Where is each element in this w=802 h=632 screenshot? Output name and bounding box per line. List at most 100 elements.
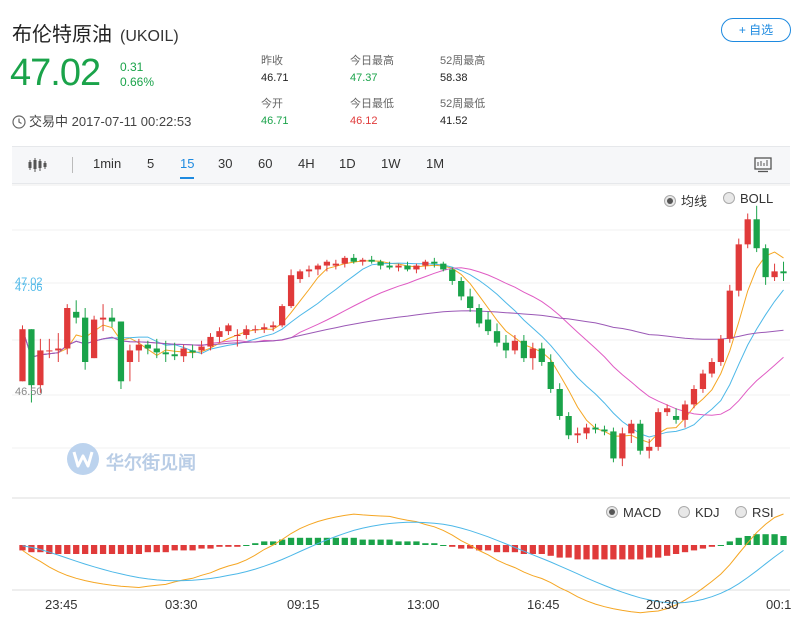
macd-bar — [502, 545, 510, 553]
macd-bar — [753, 534, 760, 545]
x-tick-label: 00:1 — [766, 597, 792, 612]
candle-body — [502, 342, 510, 351]
candle-body — [28, 329, 35, 386]
macd-bar — [90, 545, 98, 554]
candle-body — [117, 321, 125, 382]
macd-bar — [574, 545, 581, 560]
x-tick-label: 09:15 — [287, 597, 320, 612]
candle-body — [753, 219, 760, 249]
macd-bar — [395, 541, 402, 545]
macd-bar — [610, 545, 617, 560]
macd-bar — [672, 545, 680, 554]
overlay-ma-label: 均线 — [681, 194, 708, 209]
candle-body — [153, 348, 160, 353]
indicator-macd-option[interactable]: MACD — [606, 505, 661, 520]
macd-bar — [368, 539, 375, 545]
candle-body — [467, 296, 474, 308]
macd-bar — [234, 545, 241, 547]
candlestick-icon[interactable] — [28, 157, 48, 173]
indicator-kdj-option[interactable]: KDJ — [678, 505, 720, 520]
candle-body — [234, 335, 241, 336]
macd-bar — [189, 545, 196, 551]
macd-bar — [413, 541, 420, 545]
stat-label: 今开 — [261, 98, 283, 110]
candle-body — [413, 265, 420, 270]
last-price: 47.02 — [10, 52, 101, 94]
candle-body — [171, 354, 178, 357]
candle-body — [341, 257, 348, 264]
timeframe-60[interactable]: 60 — [258, 156, 273, 171]
candle-body — [646, 446, 653, 451]
stat-value: 46.71 — [261, 115, 289, 127]
macd-bar — [243, 545, 250, 546]
x-tick-label: 03:30 — [165, 597, 198, 612]
macd-bar — [547, 545, 554, 556]
macd-bar — [99, 545, 107, 554]
macd-bar — [520, 545, 528, 554]
candle-body — [735, 244, 742, 291]
overlay-boll-option[interactable]: BOLL — [723, 191, 773, 206]
candle-body — [583, 427, 590, 434]
macd-bar — [46, 545, 53, 554]
indicator-rsi-option[interactable]: RSI — [735, 505, 774, 520]
timeframe-1min[interactable]: 1min — [93, 156, 122, 171]
timeframe-4h[interactable]: 4H — [298, 156, 315, 171]
candle-body — [46, 350, 53, 352]
stat-label: 昨收 — [261, 55, 283, 67]
candle-body — [314, 265, 322, 270]
x-tick-label: 20:30 — [646, 597, 679, 612]
screen-icon[interactable] — [754, 157, 772, 173]
candle-body — [556, 389, 563, 416]
add-watchlist-button[interactable]: + 自选 — [721, 18, 791, 42]
timeframe-30[interactable]: 30 — [218, 156, 233, 171]
macd-bar — [493, 545, 501, 553]
candle-body — [207, 336, 214, 347]
overlay-ma-option[interactable]: 均线 — [664, 191, 707, 210]
macd-bar — [449, 545, 456, 547]
radio-selected-icon — [664, 195, 676, 207]
timeframe-1m[interactable]: 1M — [426, 156, 445, 171]
candle-body — [368, 259, 375, 262]
candle-body — [726, 290, 733, 339]
candle-body — [216, 331, 223, 337]
mid-price-label: 46.50 — [15, 386, 43, 398]
macd-bar — [592, 545, 599, 560]
stat-open: 今开 46.71 — [261, 96, 289, 130]
timeframe-15[interactable]: 15 — [180, 156, 195, 179]
timeframe-5[interactable]: 5 — [147, 156, 155, 171]
candle-body — [243, 329, 250, 335]
stat-value: 46.12 — [350, 115, 378, 127]
macd-dif-line — [22, 513, 784, 614]
macd-bar — [663, 545, 671, 556]
macd-bar — [287, 537, 295, 545]
watermark-text: 华尔街见闻 — [106, 453, 196, 473]
macd-bar — [278, 539, 286, 545]
radio-selected-icon — [606, 506, 618, 518]
candle-body — [404, 265, 411, 270]
timeframe-1d[interactable]: 1D — [339, 156, 356, 171]
macd-bar — [735, 537, 742, 545]
candle-body — [162, 352, 169, 355]
macd-bar — [431, 543, 438, 545]
stat-day-low: 今日最低 46.12 — [350, 96, 394, 130]
candle-body — [386, 265, 393, 268]
macd-bar — [296, 537, 304, 545]
candle-body — [601, 429, 608, 432]
timeframe-1w[interactable]: 1W — [381, 156, 401, 171]
watermark: 华尔街见闻 — [66, 442, 196, 481]
macd-bar — [216, 545, 223, 547]
candle-body — [180, 348, 187, 357]
candle-body — [771, 271, 778, 278]
change-value: 0.31 — [120, 60, 144, 74]
macd-bar — [628, 545, 635, 560]
candle-body — [431, 261, 438, 264]
macd-bar — [341, 537, 348, 545]
macd-bar — [422, 543, 429, 545]
candlestick-series — [19, 205, 787, 467]
candle-body — [780, 271, 787, 274]
indicator-rsi-label: RSI — [752, 505, 774, 520]
macd-bar — [538, 545, 545, 554]
stat-value: 46.71 — [261, 72, 289, 84]
candle-body — [708, 362, 716, 374]
stat-value: 47.37 — [350, 72, 378, 84]
